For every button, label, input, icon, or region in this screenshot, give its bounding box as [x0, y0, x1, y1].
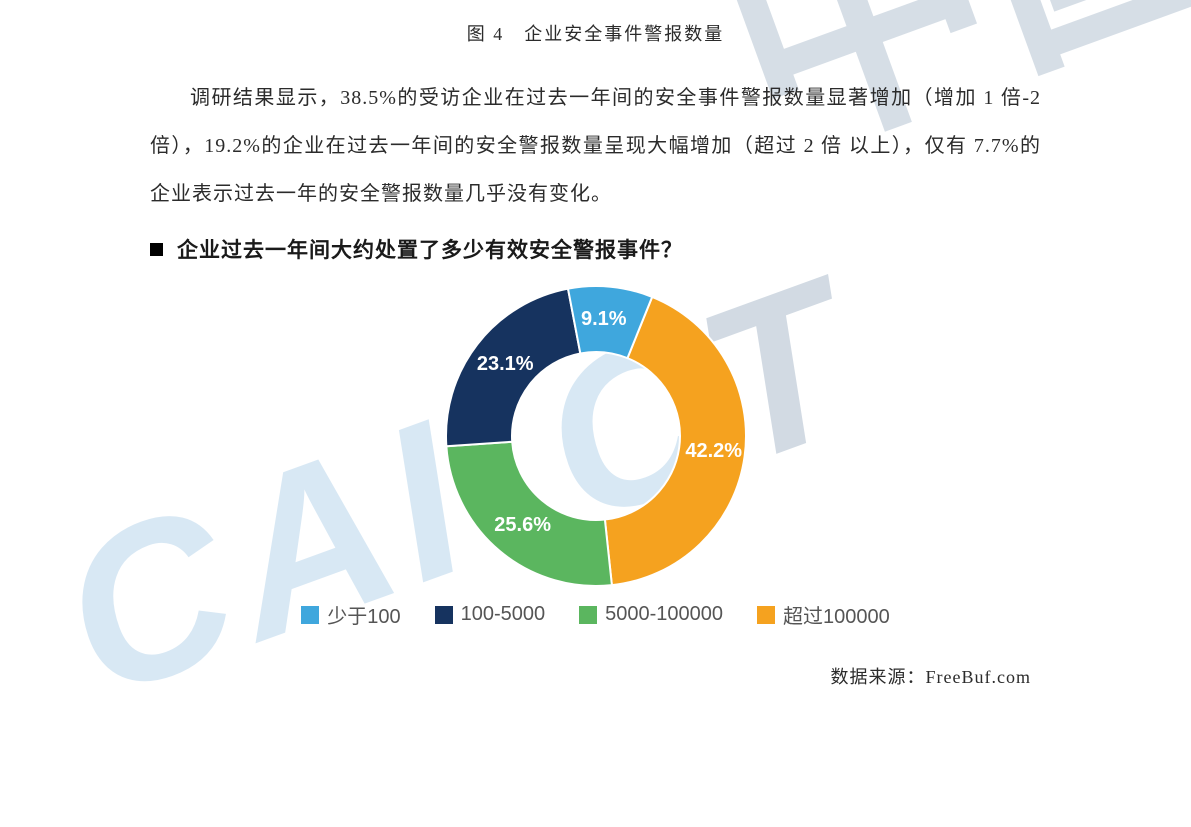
donut-chart-region: 42.2% 25.6% 23.1% 9.1% 少于100 100-5000 5000-10…	[150, 276, 1041, 629]
survey-paragraph: 调研结果显示，38.5%的受访企业在过去一年间的安全事件警报数量显著增加（增加 …	[150, 74, 1041, 218]
legend-label: 5000-100000	[605, 603, 723, 626]
slice-label: 42.2%	[685, 440, 742, 463]
legend-label: 超过100000	[783, 600, 890, 629]
legend-swatch-icon	[579, 606, 597, 624]
slice-label: 25.6%	[494, 514, 551, 537]
legend-swatch-icon	[435, 606, 453, 624]
document-body: 图 4 企业安全事件警报数量 调研结果显示，38.5%的受访企业在过去一年间的安…	[0, 0, 1191, 689]
square-bullet-icon	[150, 243, 163, 256]
data-source: 数据来源：FreeBuf.com	[150, 663, 1041, 689]
question-row: 企业过去一年间大约处置了多少有效安全警报事件？	[150, 234, 1041, 264]
figure-caption: 图 4 企业安全事件警报数量	[150, 20, 1041, 46]
slice-label: 9.1%	[581, 308, 627, 331]
legend-swatch-icon	[301, 606, 319, 624]
legend-item: 超过100000	[757, 600, 890, 629]
legend-item: 少于100	[301, 600, 400, 629]
legend-item: 5000-100000	[579, 600, 723, 629]
question-heading: 企业过去一年间大约处置了多少有效安全警报事件？	[177, 234, 683, 264]
slice-label: 23.1%	[477, 353, 534, 376]
legend-swatch-icon	[757, 606, 775, 624]
legend-item: 100-5000	[435, 600, 546, 629]
legend-label: 少于100	[327, 600, 400, 629]
chart-legend: 少于100 100-5000 5000-100000 超过100000	[301, 600, 890, 629]
legend-label: 100-5000	[461, 603, 546, 626]
donut-chart: 42.2% 25.6% 23.1% 9.1%	[426, 276, 766, 596]
